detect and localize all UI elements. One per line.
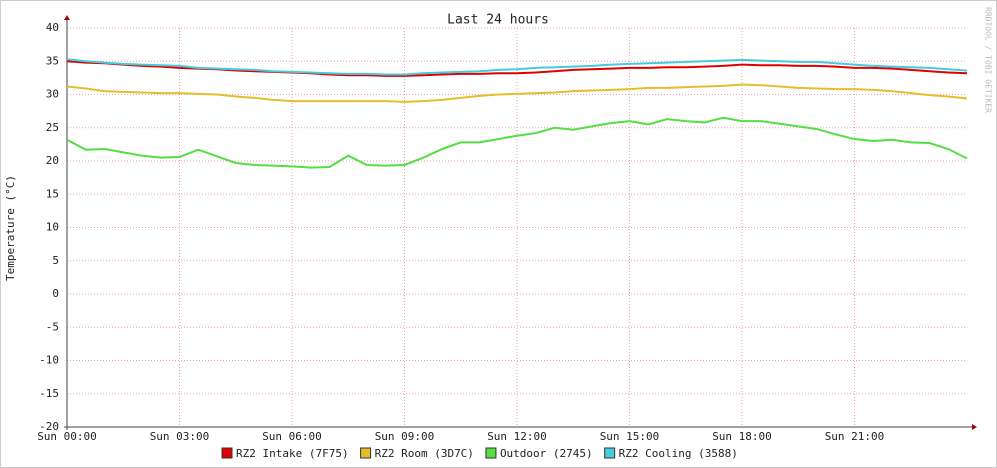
legend-label: Outdoor (2745)	[500, 447, 593, 460]
y-tick-label: 15	[46, 187, 59, 200]
legend-label: RZ2 Room (3D7C)	[375, 447, 474, 460]
watermark: RRDTOOL / TOBI OETIKER	[984, 7, 993, 113]
series-line	[66, 58, 968, 76]
legend-swatch	[485, 447, 497, 459]
y-tick-label: -15	[39, 387, 59, 400]
x-tick-label: Sun 15:00	[600, 430, 660, 443]
series-line	[66, 83, 968, 103]
legend-label: RZ2 Intake (7F75)	[236, 447, 349, 460]
y-tick-label: 10	[46, 221, 59, 234]
y-tick-label: -5	[46, 320, 59, 333]
y-axis-label: Temperature (°C)	[4, 175, 17, 281]
y-tick-label: 5	[52, 254, 59, 267]
x-tick-label: Sun 09:00	[375, 430, 435, 443]
x-tick-label: Sun 21:00	[825, 430, 885, 443]
series-line	[66, 116, 968, 169]
y-tick-label: 40	[46, 21, 59, 34]
y-tick-label: 35	[46, 54, 59, 67]
y-tick-label: 0	[52, 287, 59, 300]
axis-arrow	[972, 424, 977, 430]
legend-swatch	[221, 447, 233, 459]
x-tick-label: Sun 18:00	[712, 430, 772, 443]
y-tick-label: -20	[39, 420, 59, 433]
x-tick-label: Sun 03:00	[150, 430, 210, 443]
axis-arrow	[64, 15, 70, 20]
legend-swatch	[360, 447, 372, 459]
y-tick-label: 25	[46, 121, 59, 134]
chart-title: Last 24 hours	[447, 13, 549, 28]
x-tick-label: Sun 06:00	[262, 430, 322, 443]
y-tick-label: -10	[39, 354, 59, 367]
y-tick-label: 20	[46, 154, 59, 167]
y-tick-label: 30	[46, 88, 59, 101]
x-tick-label: Sun 12:00	[487, 430, 547, 443]
legend-label: RZ2 Cooling (3588)	[619, 447, 738, 460]
x-tick-label: Sun 00:00	[37, 430, 97, 443]
legend-swatch	[604, 447, 616, 459]
